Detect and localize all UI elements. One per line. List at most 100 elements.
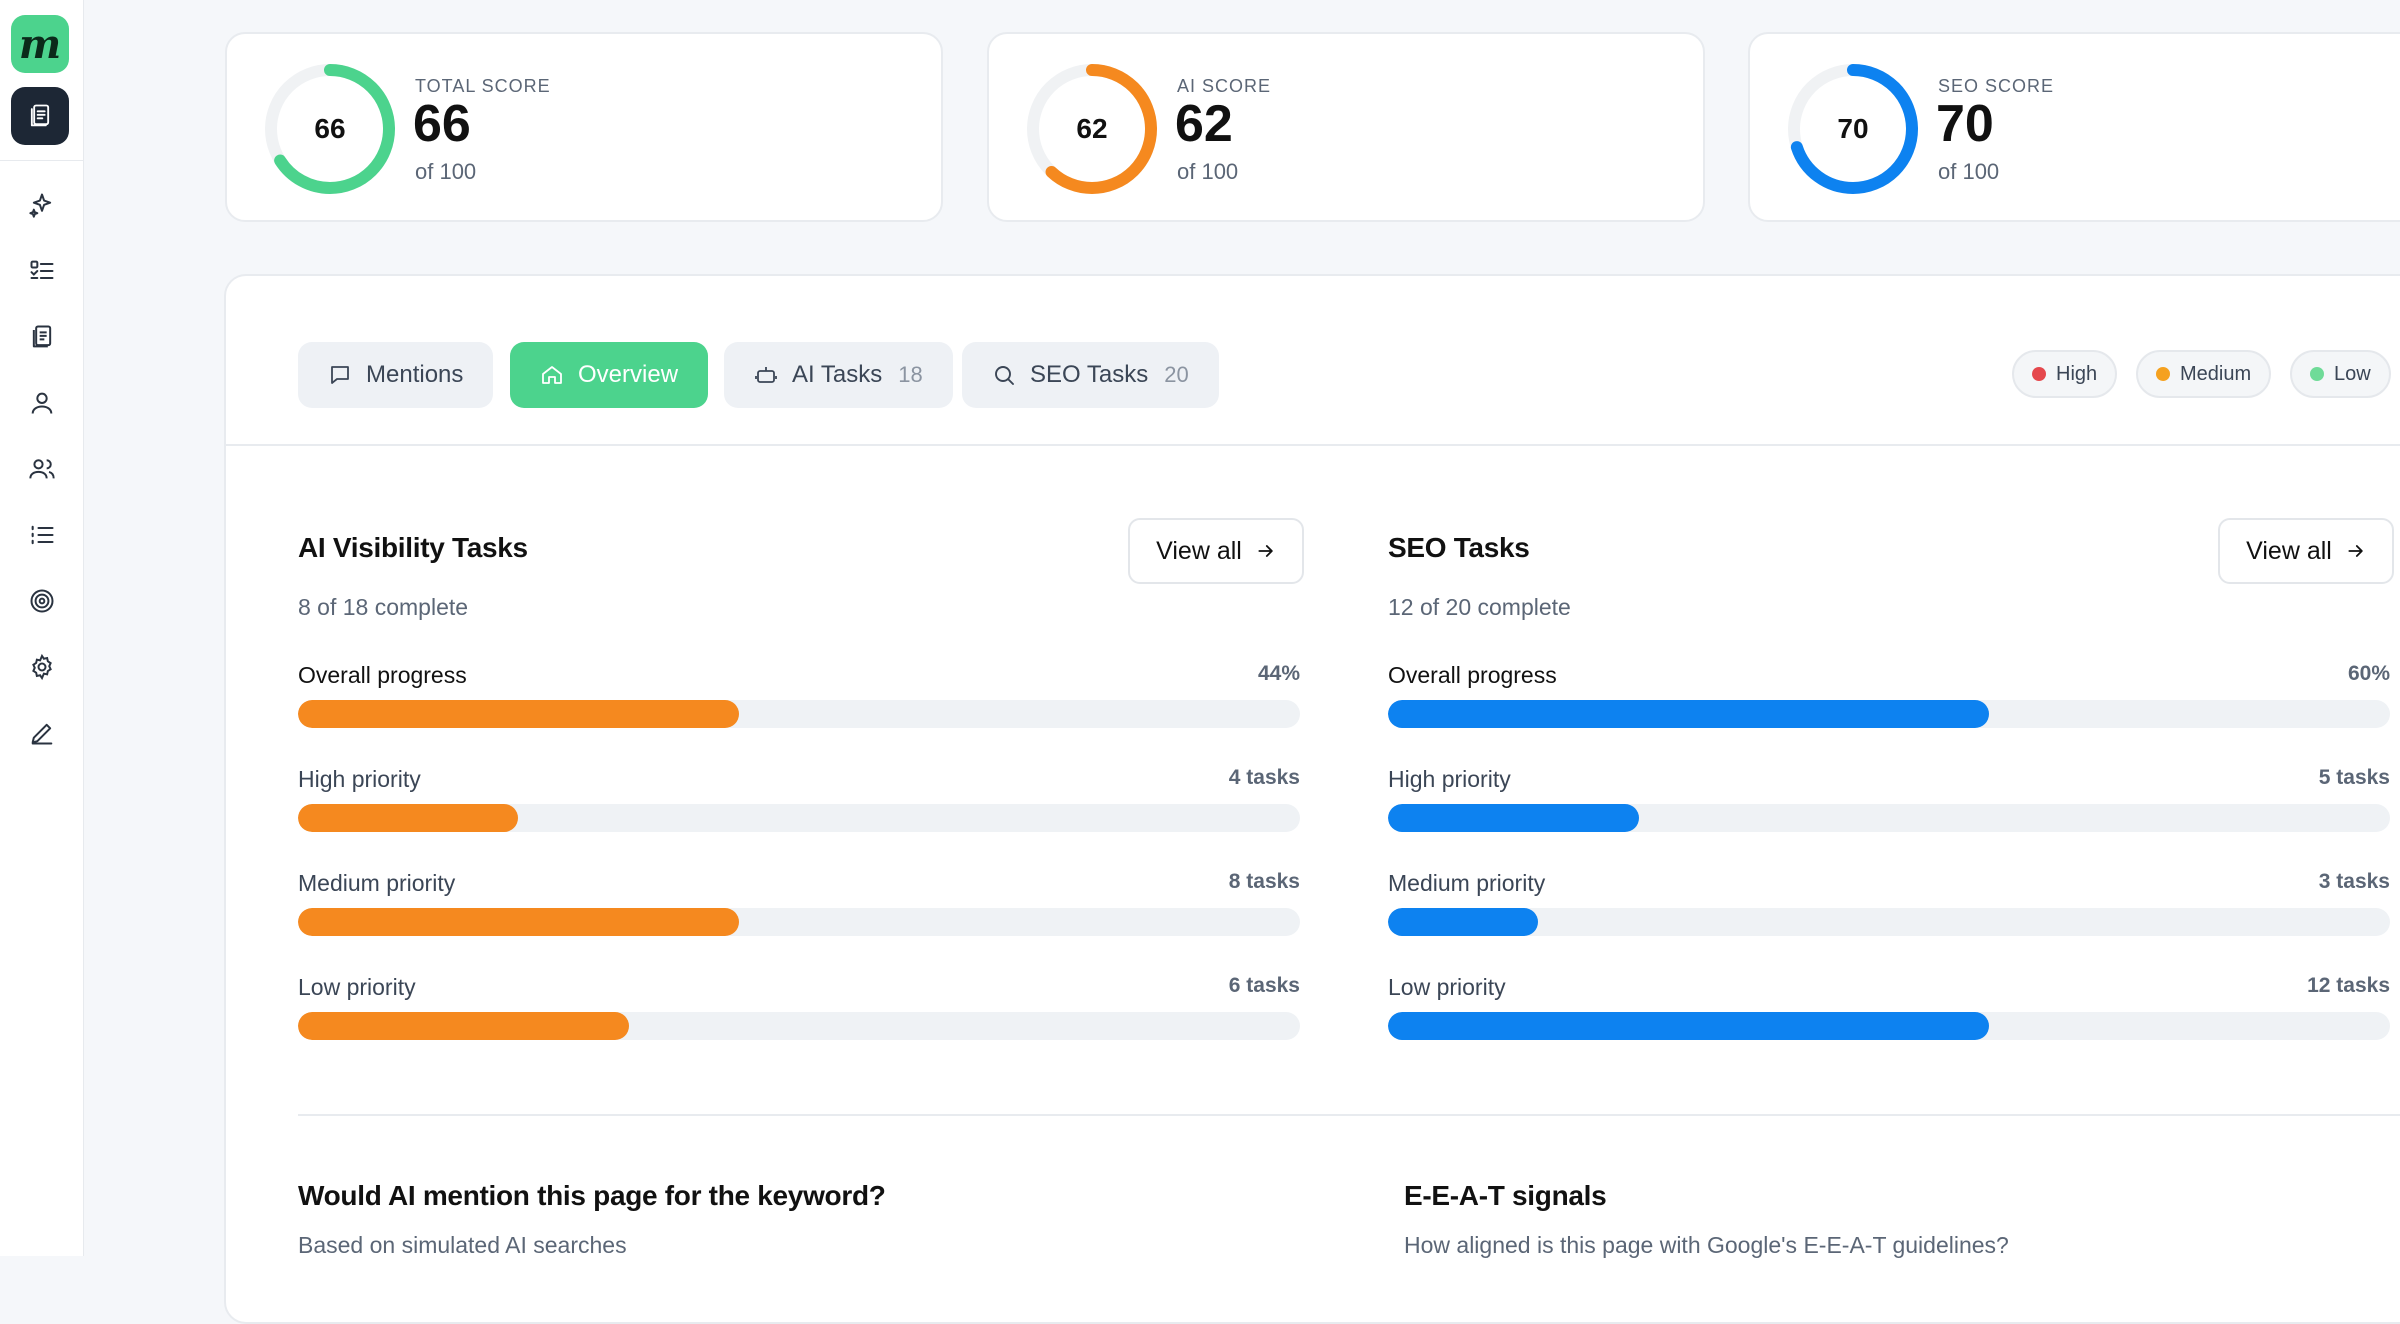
score-card-seo: 70 SEO SCORE 70 of 100 <box>1748 32 2400 222</box>
document-stack-icon <box>30 104 50 127</box>
eeat-subtitle: How aligned is this page with Google's E… <box>1404 1232 2009 1258</box>
progress-row-track <box>298 1012 1300 1040</box>
progress-row-value: 8 tasks <box>1228 870 1300 893</box>
progress-row-value: 60% <box>2347 662 2390 685</box>
progress-row-label: High priority <box>1388 766 1511 792</box>
progress-row-fill <box>298 700 739 728</box>
legend-dot <box>2310 367 2324 381</box>
progress-row-fill <box>298 804 519 832</box>
score-ring-value: 62 <box>1076 113 1108 144</box>
progress-row-track <box>1388 908 2390 936</box>
legend-low[interactable]: Low <box>2290 350 2391 398</box>
progress-row-track <box>298 804 1300 832</box>
sidebar-item-pages[interactable] <box>11 87 69 145</box>
seo-tasks-title: SEO Tasks <box>1388 532 1530 563</box>
progress-row-label: Overall progress <box>1388 662 1557 688</box>
progress-row-label: Medium priority <box>298 870 456 896</box>
score-card-ai: 62 AI SCORE 62 of 100 <box>987 32 1705 222</box>
sidebar-item-profile[interactable] <box>22 383 62 423</box>
main-panel: Mentions Overview AI Tasks 18 SEO Tasks … <box>224 274 2400 1324</box>
progress-row-label: Low priority <box>1388 974 1506 1000</box>
building-icon <box>32 325 52 348</box>
progress-row-track <box>1388 1012 2390 1040</box>
sidebar-item-settings[interactable] <box>22 647 62 687</box>
progress-row-label: Medium priority <box>1388 870 1546 896</box>
home-icon <box>542 366 562 384</box>
progress-row-value: 4 tasks <box>1228 766 1300 789</box>
arrow-right-icon <box>1258 545 1273 557</box>
score-value: 70 <box>1936 95 1994 153</box>
progress-row-track <box>1388 700 2390 728</box>
legend-high[interactable]: High <box>2012 350 2118 398</box>
sidebar-item-tasks[interactable] <box>22 251 62 291</box>
progress-row-value: 6 tasks <box>1228 974 1300 997</box>
ai-tasks-view-all-button[interactable]: View all <box>1128 518 1304 584</box>
user-icon <box>31 392 53 414</box>
tab-mentions[interactable]: Mentions <box>298 342 494 408</box>
chat-icon <box>331 366 349 384</box>
progress-row-fill <box>298 1012 629 1040</box>
robot-icon <box>755 367 777 383</box>
score-label: TOTAL SCORE <box>415 76 551 96</box>
progress-row-label: High priority <box>298 766 421 792</box>
list-icon <box>31 525 54 545</box>
progress-row-track <box>298 908 1300 936</box>
score-max: of 100 <box>1177 159 1239 184</box>
progress-row-value: 12 tasks <box>2307 974 2390 997</box>
score-value: 62 <box>1175 95 1233 153</box>
progress-row-value: 3 tasks <box>2318 870 2390 893</box>
ai-tasks-title: AI Visibility Tasks <box>298 532 528 563</box>
progress-row-label: Low priority <box>298 974 416 1000</box>
tab-seo-tasks[interactable]: SEO Tasks 20 <box>962 342 1219 408</box>
sidebar-item-lists[interactable] <box>22 515 62 555</box>
score-ring: 62 <box>1025 62 1159 196</box>
sidebar-item-documents[interactable] <box>22 317 62 357</box>
sidebar: m <box>0 0 84 1256</box>
sidebar-item-goals[interactable] <box>22 581 62 621</box>
score-ring-value: 70 <box>1837 113 1869 144</box>
tab-ai-tasks[interactable]: AI Tasks 18 <box>724 342 953 408</box>
sidebar-item-team[interactable] <box>22 449 62 489</box>
sparkle-icon <box>29 193 52 218</box>
score-ring: 70 <box>1786 62 1920 196</box>
score-label: SEO SCORE <box>1938 76 2055 96</box>
ai-mention-subtitle: Based on simulated AI searches <box>298 1232 627 1258</box>
score-value: 66 <box>413 95 471 153</box>
target-icon <box>30 589 54 613</box>
app-logo[interactable]: m <box>11 15 69 73</box>
progress-row-value: 44% <box>1257 662 1300 685</box>
sidebar-item-ai[interactable] <box>22 185 62 225</box>
progress-row-fill <box>1388 700 1990 728</box>
progress-row-fill <box>1388 1012 1990 1040</box>
tab-count: 20 <box>1164 362 1189 387</box>
seo-tasks-subtitle: 12 of 20 complete <box>1388 594 1571 620</box>
tab-overview[interactable]: Overview <box>510 342 709 408</box>
progress-row-track <box>1388 804 2390 832</box>
legend-medium[interactable]: Medium <box>2136 350 2272 398</box>
score-label: AI SCORE <box>1177 76 1272 96</box>
settings-icon <box>32 653 52 681</box>
progress-row-fill <box>1388 804 1639 832</box>
score-ring-value: 66 <box>314 113 346 144</box>
ai-mention-title: Would AI mention this page for the keywo… <box>298 1180 886 1211</box>
progress-row-track <box>298 700 1300 728</box>
section-divider <box>298 1114 2400 1116</box>
legend-dot <box>2032 367 2046 381</box>
sidebar-divider <box>0 160 84 161</box>
progress-row-value: 5 tasks <box>2318 766 2390 789</box>
pen-icon <box>31 723 53 745</box>
score-ring: 66 <box>263 62 397 196</box>
progress-row-fill <box>1388 908 1539 936</box>
ai-tasks-subtitle: 8 of 18 complete <box>298 594 469 620</box>
progress-row-fill <box>298 908 739 936</box>
legend-dot <box>2156 367 2170 381</box>
checklist-icon <box>30 260 54 279</box>
arrow-right-icon <box>2348 545 2363 557</box>
sidebar-item-editor[interactable] <box>22 713 62 753</box>
progress-row-label: Overall progress <box>298 662 467 688</box>
seo-tasks-view-all-button[interactable]: View all <box>2218 518 2394 584</box>
users-icon <box>29 459 55 479</box>
tab-count: 18 <box>898 362 923 387</box>
eeat-title: E-E-A-T signals <box>1404 1180 1607 1211</box>
score-max: of 100 <box>415 159 477 184</box>
